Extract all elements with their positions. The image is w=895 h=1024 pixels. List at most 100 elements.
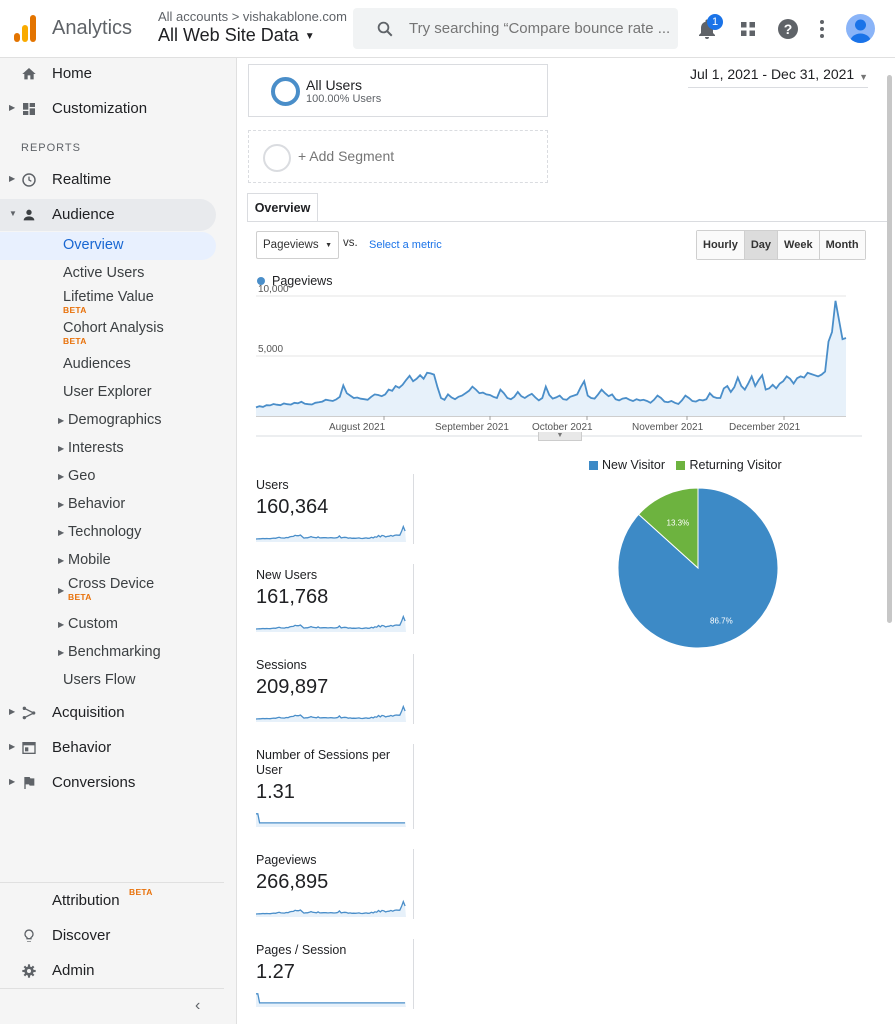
pie-slice-label: 86.7% (710, 617, 733, 626)
stat-value: 1.31 (256, 781, 295, 803)
legend-swatch (676, 461, 686, 470)
granularity-day-button[interactable]: Day (743, 231, 778, 259)
sidebar-item-behavior-sub[interactable]: ▶ Behavior (58, 496, 125, 512)
sidebar-item-label: Admin (52, 962, 95, 979)
expand-arrow-icon: ▶ (58, 620, 65, 629)
sidebar-item-overview[interactable]: Overview (63, 237, 124, 253)
gear-icon (22, 964, 36, 978)
metric-dropdown[interactable]: Pageviews ▼ (256, 231, 339, 259)
sidebar-item-realtime[interactable]: ▶ Realtime (0, 164, 216, 196)
segment-ring-icon (271, 77, 300, 106)
stat-value: 1.27 (256, 961, 295, 983)
sidebar-item-geo[interactable]: ▶ Geo (58, 468, 96, 484)
reports-section-heading: REPORTS (21, 142, 81, 154)
sidebar-divider (0, 988, 224, 989)
apps-grid-icon[interactable] (736, 17, 760, 41)
sidebar-item-audience[interactable]: ▼ Audience (0, 199, 216, 231)
help-icon[interactable]: ? (776, 17, 800, 41)
expand-arrow-icon: ▶ (9, 742, 16, 751)
search-box[interactable]: Try searching “Compare bounce rate ... (353, 8, 678, 49)
pageviews-series-line (255, 300, 847, 409)
stat-value: 160,364 (256, 496, 329, 518)
sidebar-item-user-explorer[interactable]: User Explorer (63, 384, 152, 400)
chart-resize-handle[interactable]: ▼ (538, 432, 582, 441)
sidebar-item-overview-highlight[interactable] (0, 232, 216, 260)
x-tick-label: December 2021 (729, 422, 801, 433)
stat-card[interactable]: Pages / Session 1.27 (256, 943, 414, 1007)
vs-label: vs. (343, 237, 358, 249)
account-breadcrumb[interactable]: All accounts > vishakablone.com (158, 9, 347, 24)
beta-badge: BETA (129, 887, 153, 897)
y-tick-label: 5,000 (258, 344, 283, 355)
view-selector[interactable]: All Web Site Data ▼ (158, 25, 315, 46)
sidebar-item-custom[interactable]: ▶ Custom (58, 616, 118, 632)
pie-slice[interactable] (637, 487, 699, 570)
sidebar-item-users-flow[interactable]: Users Flow (63, 672, 136, 688)
sidebar-item-cross-device[interactable]: ▶ Cross Device BETA (58, 576, 154, 602)
x-tick-label: August 2021 (329, 422, 386, 433)
sidebar-item-demographics[interactable]: ▶ Demographics (58, 412, 162, 428)
sparkline (256, 813, 406, 827)
sidebar-item-lifetime-value[interactable]: Lifetime Value BETA (63, 289, 154, 315)
sparkline (256, 524, 406, 542)
sidebar-item-mobile[interactable]: ▶ Mobile (58, 552, 111, 568)
sparkline-line (256, 704, 406, 720)
sidebar-item-home[interactable]: Home (0, 58, 216, 90)
x-tick-label: October 2021 (532, 422, 593, 433)
expand-arrow-icon: ▶ (58, 648, 65, 657)
stat-card[interactable]: Users 160,364 (256, 478, 414, 542)
sidebar-item-cohort-analysis[interactable]: Cohort Analysis BETA (63, 320, 164, 346)
add-segment-button[interactable]: + Add Segment (248, 130, 548, 183)
sidebar-item-customization[interactable]: ▶ Customization (0, 93, 216, 125)
stat-label: Number of Sessions per User (256, 748, 391, 777)
tab-overview[interactable]: Overview (247, 193, 318, 222)
collapse-sidebar-chevron-left-icon[interactable]: ‹ (195, 997, 201, 1014)
sidebar-item-interests[interactable]: ▶ Interests (58, 440, 124, 456)
sidebar-divider (0, 882, 224, 883)
sidebar-item-active-users[interactable]: Active Users (63, 265, 145, 281)
sparkline-fill (256, 993, 406, 1007)
pie-slice-label: 13.3% (667, 519, 690, 528)
sidebar-item-technology[interactable]: ▶ Technology (58, 524, 141, 540)
stat-card[interactable]: New Users 161,768 (256, 568, 414, 632)
segment-percentage: 100.00% Users (306, 93, 382, 105)
clock-icon (22, 173, 36, 187)
segment-all-users[interactable]: All Users 100.00% Users (248, 64, 548, 117)
date-range-picker[interactable]: Jul 1, 2021 - Dec 31, 2021 ▼ (688, 64, 868, 88)
stat-card[interactable]: Sessions 209,897 (256, 658, 414, 722)
select-metric-link[interactable]: Select a metric (369, 239, 442, 251)
stat-value: 161,768 (256, 586, 329, 608)
sidebar-item-audiences[interactable]: Audiences (63, 356, 131, 372)
analytics-logo[interactable] (14, 14, 38, 42)
sidebar-item-attribution[interactable]: Attribution BETA (0, 884, 216, 916)
sidebar-item-conversions[interactable]: ▶ Conversions (0, 767, 216, 799)
segment-name: All Users (306, 77, 363, 93)
expand-arrow-icon: ▶ (9, 103, 16, 112)
granularity-toggle: Hourly Day Week Month (696, 230, 866, 260)
y-tick-label: 10,000 (258, 284, 289, 295)
legend-swatch (589, 461, 598, 470)
expand-arrow-icon: ▶ (58, 528, 65, 537)
expand-arrow-icon: ▶ (9, 707, 16, 716)
sidebar-item-benchmarking[interactable]: ▶ Benchmarking (58, 644, 161, 660)
granularity-week-button[interactable]: Week (777, 231, 819, 259)
sidebar-item-admin[interactable]: Admin (0, 955, 216, 987)
stat-card[interactable]: Number of Sessions per User 1.31 (256, 748, 414, 827)
granularity-hourly-button[interactable]: Hourly (697, 231, 744, 259)
stat-divider (413, 654, 414, 724)
sidebar-item-label: Custom (68, 616, 118, 632)
sparkline (256, 993, 406, 1007)
beta-badge: BETA (63, 336, 87, 346)
more-vert-icon[interactable] (810, 17, 834, 41)
sidebar-item-discover[interactable]: Discover (0, 920, 216, 952)
sparkline-fill (256, 616, 406, 632)
sidebar-item-behavior[interactable]: ▶ Behavior (0, 732, 216, 764)
legend-swatch (257, 277, 265, 285)
account-avatar[interactable] (846, 14, 875, 43)
stat-card[interactable]: Pageviews 266,895 (256, 853, 414, 917)
sidebar-item-label: Geo (68, 468, 96, 484)
search-icon (377, 21, 393, 37)
page-scrollbar[interactable] (887, 75, 892, 623)
granularity-month-button[interactable]: Month (818, 231, 865, 259)
sidebar-item-acquisition[interactable]: ▶ Acquisition (0, 697, 216, 729)
